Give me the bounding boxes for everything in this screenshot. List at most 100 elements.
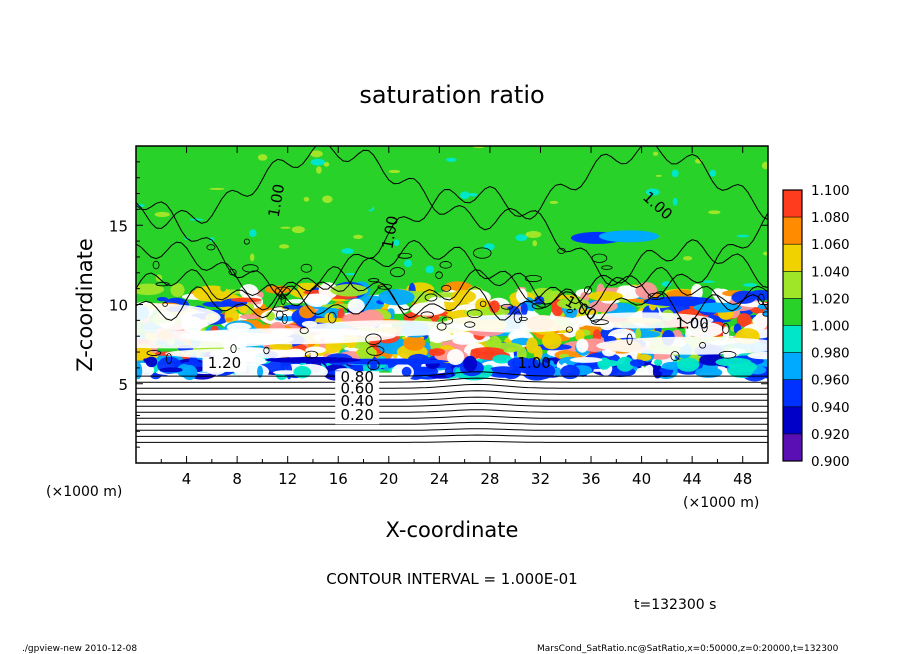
field-noise <box>704 266 716 271</box>
contour-loop <box>670 351 680 361</box>
field-patch <box>136 362 143 380</box>
field-patch <box>635 282 658 299</box>
colorbar-band <box>783 298 802 326</box>
field-noise <box>345 272 357 276</box>
field-patch <box>747 351 768 360</box>
contour-loop <box>276 310 284 320</box>
field-noise <box>393 239 400 247</box>
contour-loop <box>701 322 708 333</box>
field-patch <box>754 312 768 330</box>
x-unit-right: (×1000 m) <box>683 495 759 511</box>
field-noise <box>621 146 630 150</box>
field-patch <box>553 367 562 377</box>
contour-loop <box>718 350 737 359</box>
chart-title: saturation ratio <box>359 81 544 109</box>
field-noise <box>549 200 559 204</box>
field-patch <box>257 365 264 378</box>
field-noise <box>353 234 363 239</box>
x-unit-left: (×1000 m) <box>46 484 122 500</box>
field-patch <box>653 359 663 366</box>
x-axis-label: X-coordinate <box>386 518 519 542</box>
x-tick-label: 16 <box>329 470 348 488</box>
contour-label: 0.40 <box>340 392 373 410</box>
field-noise <box>171 187 188 191</box>
field-noise <box>359 203 373 211</box>
colorbar-band <box>783 325 802 353</box>
field-noise <box>295 266 304 271</box>
contour-loop <box>162 302 168 307</box>
field-patch <box>159 367 184 373</box>
field-noise <box>499 278 514 282</box>
colorbar-label: 1.020 <box>811 291 850 307</box>
field-noise <box>530 160 541 166</box>
x-tick-label: 48 <box>733 470 752 488</box>
field-noise <box>269 146 278 150</box>
field-noise <box>671 169 679 178</box>
contour-loop <box>513 311 523 324</box>
contour-label: 0.80 <box>340 368 373 386</box>
field-patch <box>410 302 446 316</box>
field-noise <box>189 218 204 221</box>
colorbar-band <box>783 244 802 272</box>
y-axis-label: Z-coordinate <box>73 238 97 372</box>
colorbar-label: 1.040 <box>811 264 850 280</box>
field-patch <box>357 344 376 361</box>
contour-label: 1.00 <box>675 314 708 332</box>
field-patch <box>170 283 185 297</box>
contour-line <box>136 371 768 377</box>
contour-line <box>136 434 768 437</box>
field-patch <box>662 361 682 370</box>
field-noise <box>257 154 268 161</box>
field-patch <box>542 337 554 346</box>
field-noise <box>593 199 608 208</box>
colorbar-label: 0.900 <box>811 454 850 470</box>
field-noise <box>199 202 206 205</box>
contour-loop <box>591 319 609 326</box>
contour-label-group: 1.00 <box>517 354 550 372</box>
contour-label: 1.20 <box>208 354 241 372</box>
field-patch <box>762 309 768 317</box>
field-patch <box>678 362 698 368</box>
contour-loop <box>464 321 476 328</box>
field-noise <box>460 191 470 200</box>
field-patch <box>230 297 262 303</box>
field-noise <box>162 235 177 239</box>
contour-line <box>136 266 768 312</box>
colorbar-label: 0.940 <box>811 400 850 416</box>
field-noise <box>425 265 434 274</box>
contour-line <box>136 402 768 407</box>
field-patch <box>690 283 703 301</box>
field-noise <box>653 151 659 156</box>
field-patch <box>444 365 453 378</box>
field-patch <box>403 335 426 351</box>
contour-loop <box>272 306 289 312</box>
field-noise <box>323 161 330 167</box>
contour-loop <box>299 327 309 334</box>
colorbar-band <box>783 379 802 407</box>
field-noise <box>732 273 740 278</box>
field-patch <box>305 346 326 354</box>
field-noise <box>515 234 528 242</box>
field-noise <box>249 229 257 238</box>
field-noise <box>154 211 170 218</box>
field-noise <box>310 150 323 158</box>
field-patch <box>181 364 198 381</box>
contour-lines <box>136 146 768 443</box>
field-patch <box>727 363 754 378</box>
contour-loop <box>243 238 250 245</box>
field-noise <box>310 158 325 166</box>
colorbar-label: 1.000 <box>811 319 850 335</box>
field-patch <box>156 297 168 302</box>
field-noise <box>278 244 290 249</box>
contour-loop <box>518 316 528 322</box>
field-patch <box>507 357 533 370</box>
contour-loop <box>466 309 483 319</box>
field-patch <box>597 359 620 367</box>
contour-loop <box>367 359 380 371</box>
contour-loop <box>626 333 633 346</box>
contour-loop <box>699 342 706 349</box>
field-patch <box>534 295 545 305</box>
field-noise <box>709 169 717 177</box>
field-patch <box>293 365 312 379</box>
